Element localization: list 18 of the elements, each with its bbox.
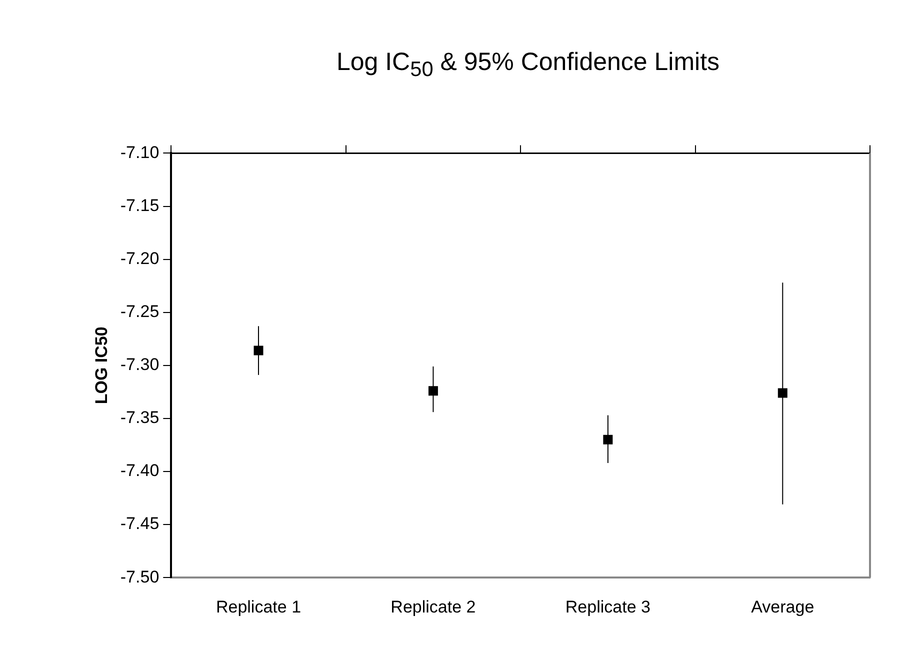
point (428, 386, 438, 396)
y-axis-title: LOG IC50 (92, 326, 111, 404)
y-tick-label: -7.35 (120, 408, 160, 428)
point (778, 388, 788, 398)
chart-title: Log IC$_{50}$ & 95% Confidence Limits (335, 48, 721, 82)
y-tick-label: -7.25 (120, 302, 160, 322)
y-tick-label: -7.20 (120, 248, 160, 268)
y-tick-label: -7.15 (120, 196, 160, 215)
y-tick-label: -7.10 (120, 142, 160, 162)
y-tick-label: -7.50 (120, 567, 160, 586)
y-tick-label: -7.30 (120, 355, 160, 374)
y-tick-label: -7.40 (120, 461, 160, 480)
x-tick-label: Average (751, 597, 814, 616)
x-tick-label: Replicate 3 (565, 597, 650, 616)
x-tick-label: Replicate 1 (216, 597, 302, 616)
y-tick-label: -7.45 (120, 514, 160, 534)
point (603, 434, 613, 444)
x-tick-label: Replicate 2 (390, 597, 476, 616)
